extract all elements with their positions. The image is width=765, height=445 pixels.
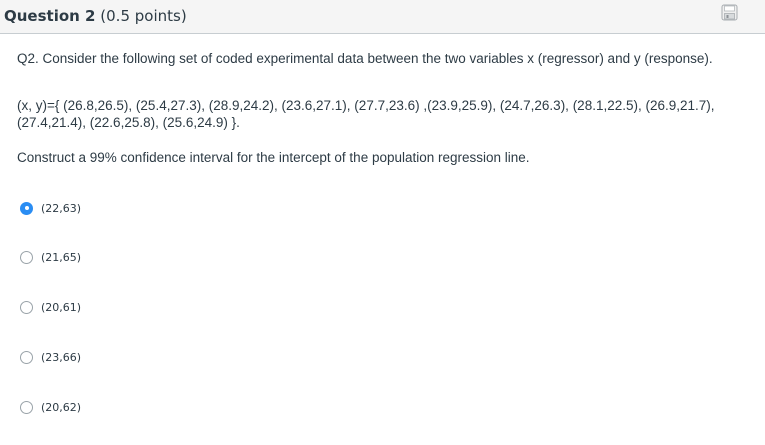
- question-header: Question 2 (0.5 points): [0, 0, 765, 34]
- answer-label: (20,62): [41, 400, 82, 414]
- radio-button[interactable]: [20, 250, 33, 264]
- question-data: (x, y)={ (26.8,26.5), (25.4,27.3), (28.9…: [17, 98, 715, 130]
- radio-button[interactable]: [20, 400, 33, 414]
- question-intro: Q2. Consider the following set of coded …: [17, 51, 713, 66]
- answer-option-3[interactable]: (20,61): [20, 298, 81, 316]
- answer-label: (20,61): [41, 300, 82, 314]
- radio-button[interactable]: [20, 350, 33, 364]
- answer-option-2[interactable]: (21,65): [20, 248, 81, 266]
- floppy-disk-icon[interactable]: [721, 4, 738, 21]
- radio-button[interactable]: [20, 300, 33, 314]
- answer-option-4[interactable]: (23,66): [20, 348, 81, 366]
- question-label: Question 2: [4, 7, 96, 25]
- answer-option-1[interactable]: (22,63): [20, 199, 81, 217]
- question-prompt: Construct a 99% confidence interval for …: [17, 150, 530, 165]
- answer-label: (21,65): [41, 250, 82, 264]
- radio-button[interactable]: [20, 201, 33, 215]
- answer-label: (23,66): [41, 350, 82, 364]
- answer-label: (22,63): [41, 201, 82, 215]
- question-title: Question 2 (0.5 points): [4, 7, 187, 25]
- question-points: (0.5 points): [100, 7, 187, 25]
- answer-option-5[interactable]: (20,62): [20, 398, 81, 416]
